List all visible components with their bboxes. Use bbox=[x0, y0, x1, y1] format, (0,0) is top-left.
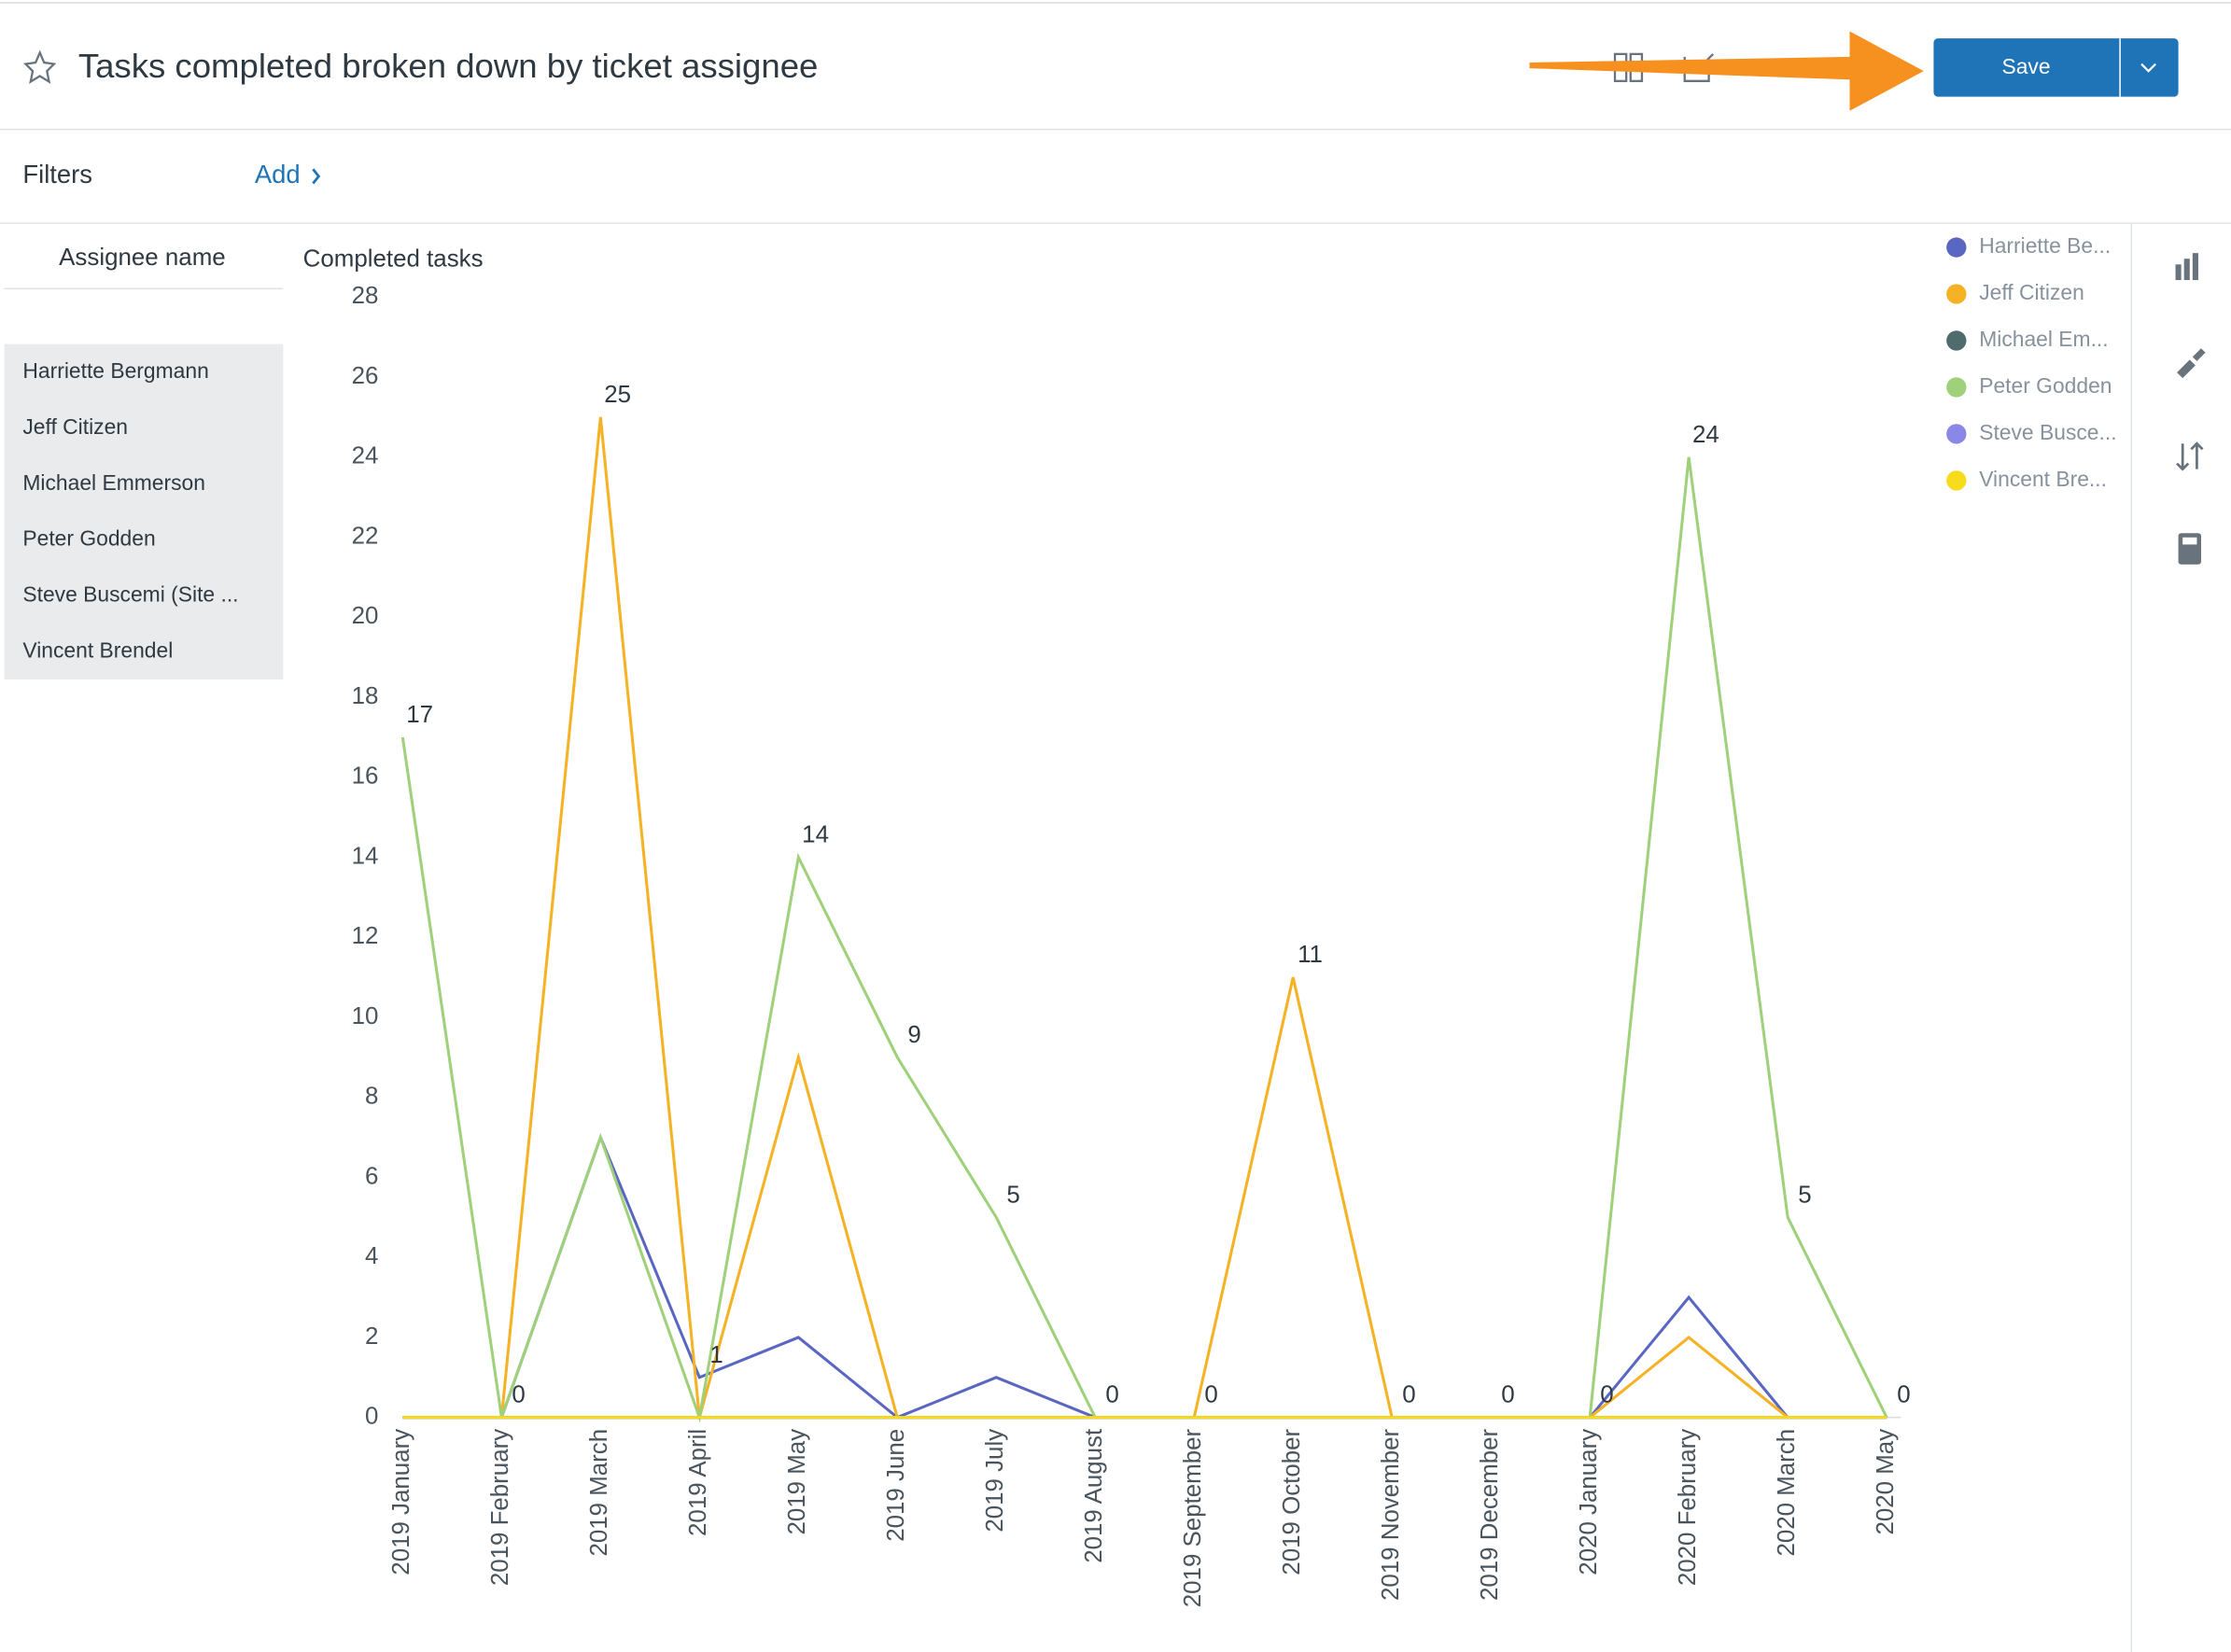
legend-label[interactable]: Peter Godden bbox=[1979, 373, 2112, 398]
legend-swatch bbox=[1946, 284, 1967, 304]
x-tick-label: 2019 November bbox=[1378, 1428, 1404, 1601]
data-label: 5 bbox=[1006, 1182, 1019, 1208]
data-label: 24 bbox=[1692, 422, 1719, 448]
table-header: Assignee name bbox=[59, 245, 226, 271]
y-tick-label: 22 bbox=[352, 523, 379, 549]
legend-swatch bbox=[1946, 377, 1967, 398]
x-tick-label: 2020 May bbox=[1873, 1429, 1899, 1535]
data-label: 14 bbox=[802, 822, 829, 848]
data-label: 0 bbox=[1204, 1382, 1217, 1408]
favorite-star[interactable] bbox=[23, 49, 57, 84]
annotation-arrow bbox=[1529, 31, 1924, 111]
series-line bbox=[1192, 976, 1394, 1418]
y-tick-label: 28 bbox=[352, 283, 379, 309]
y-tick-label: 20 bbox=[352, 603, 379, 629]
save-menu-toggle[interactable] bbox=[2140, 63, 2157, 73]
y-tick-label: 26 bbox=[352, 363, 379, 389]
assignee-list bbox=[4, 343, 284, 680]
legend-label[interactable]: Vincent Bre... bbox=[1979, 467, 2107, 491]
legend-label[interactable]: Michael Em... bbox=[1979, 327, 2108, 351]
y-tick-label: 16 bbox=[352, 763, 379, 790]
save-button[interactable] bbox=[1933, 38, 2179, 97]
legend-swatch bbox=[1946, 237, 1967, 258]
x-tick-label: 2019 August bbox=[1081, 1429, 1107, 1563]
y-tick-label: 14 bbox=[352, 843, 379, 869]
y-tick-label: 4 bbox=[365, 1243, 378, 1269]
x-tick-label: 2019 January bbox=[388, 1429, 414, 1575]
x-tick-label: 2019 June bbox=[883, 1429, 909, 1542]
x-tick-label: 2019 October bbox=[1279, 1428, 1305, 1575]
legend-label[interactable]: Jeff Citizen bbox=[1979, 280, 2084, 304]
x-tick-label: 2019 May bbox=[784, 1429, 810, 1535]
add-chevron bbox=[312, 168, 321, 185]
assignee-row[interactable]: Harriette Bergmann bbox=[22, 358, 208, 383]
save-label: Save bbox=[2001, 54, 2050, 78]
x-tick-label: 2019 February bbox=[487, 1429, 513, 1586]
y-tick-label: 6 bbox=[365, 1163, 378, 1189]
data-label: 11 bbox=[1298, 942, 1323, 968]
x-tick-label: 2020 February bbox=[1675, 1429, 1701, 1586]
data-label: 9 bbox=[907, 1022, 920, 1048]
x-tick-label: 2019 July bbox=[982, 1429, 1008, 1533]
series-line bbox=[400, 736, 1097, 1423]
y-tick-label: 0 bbox=[365, 1404, 378, 1430]
series-line bbox=[1589, 1295, 1789, 1419]
data-label: 17 bbox=[406, 702, 433, 728]
legend-swatch bbox=[1946, 470, 1967, 491]
data-label: 0 bbox=[1105, 1382, 1118, 1408]
y-axis-title: Completed tasks bbox=[303, 246, 484, 273]
assignee-row[interactable]: Vincent Brendel bbox=[22, 637, 173, 662]
data-label: 0 bbox=[1897, 1382, 1910, 1408]
calc-icon[interactable] bbox=[2178, 533, 2201, 565]
data-label: 25 bbox=[604, 382, 631, 408]
data-label: 5 bbox=[1798, 1182, 1811, 1208]
assignee-row[interactable]: Michael Emmerson bbox=[22, 470, 205, 495]
x-tick-label: 2019 April bbox=[685, 1429, 711, 1536]
legend-swatch bbox=[1946, 424, 1967, 444]
data-label: 0 bbox=[512, 1382, 525, 1408]
assignee-row[interactable]: Steve Buscemi (Site ... bbox=[22, 582, 238, 607]
sort-icon[interactable] bbox=[2176, 441, 2204, 471]
data-label: 1 bbox=[709, 1342, 723, 1368]
series-line bbox=[1589, 1335, 1789, 1419]
x-tick-label: 2019 September bbox=[1180, 1428, 1206, 1607]
filters-label: Filters bbox=[22, 160, 92, 189]
y-tick-label: 18 bbox=[352, 683, 379, 709]
format-icon[interactable] bbox=[2177, 348, 2206, 379]
y-tick-label: 10 bbox=[352, 1003, 379, 1029]
x-tick-label: 2019 March bbox=[586, 1429, 612, 1557]
legend-label[interactable]: Harriette Be... bbox=[1979, 233, 2111, 258]
legend-swatch bbox=[1946, 330, 1967, 351]
assignee-row[interactable]: Jeff Citizen bbox=[22, 414, 128, 439]
data-label: 0 bbox=[1600, 1382, 1613, 1408]
legend-label[interactable]: Steve Busce... bbox=[1979, 420, 2116, 444]
series-line bbox=[1588, 456, 1888, 1419]
chart-type-icon[interactable] bbox=[2175, 253, 2198, 281]
y-tick-label: 12 bbox=[352, 923, 379, 949]
x-tick-label: 2020 January bbox=[1576, 1429, 1602, 1575]
x-tick-label: 2019 December bbox=[1477, 1428, 1503, 1601]
y-tick-label: 2 bbox=[365, 1323, 378, 1350]
add-filter[interactable]: Add bbox=[255, 160, 301, 189]
assignee-row[interactable]: Peter Godden bbox=[22, 526, 155, 551]
y-tick-label: 8 bbox=[365, 1084, 378, 1110]
x-tick-label: 2020 March bbox=[1774, 1429, 1800, 1557]
data-label: 0 bbox=[1501, 1382, 1514, 1408]
page-title: Tasks completed broken down by ticket as… bbox=[78, 47, 819, 85]
data-label: 0 bbox=[1402, 1382, 1415, 1408]
y-tick-label: 24 bbox=[352, 443, 379, 469]
